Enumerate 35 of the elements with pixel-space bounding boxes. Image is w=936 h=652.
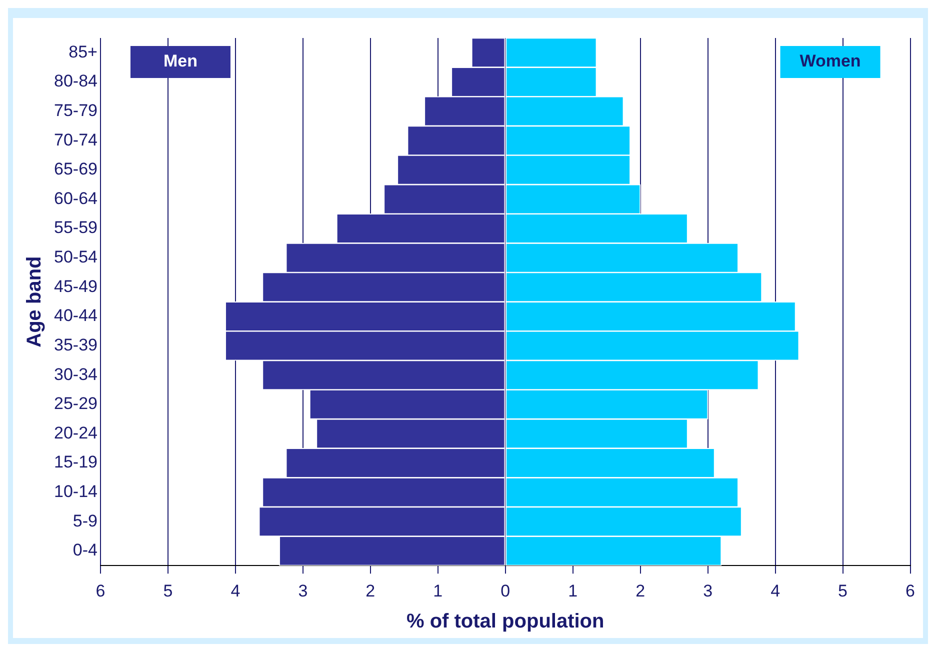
y-tick-label: 5-9 bbox=[72, 511, 98, 530]
y-tick-label: 30-34 bbox=[54, 364, 98, 384]
x-tick-label: 6 bbox=[96, 581, 106, 600]
x-tick-label: 0 bbox=[500, 581, 510, 600]
y-tick-label: 40-44 bbox=[54, 306, 98, 326]
x-tick-label: 4 bbox=[770, 581, 780, 600]
y-tick-label: 15-19 bbox=[54, 452, 98, 472]
y-tick-label: 65-69 bbox=[54, 160, 98, 179]
x-tick-label: 1 bbox=[568, 581, 578, 600]
x-tick-label: 4 bbox=[230, 581, 240, 600]
x-tick-label: 5 bbox=[163, 581, 173, 600]
y-tick-label: 50-54 bbox=[54, 248, 98, 267]
y-tick-label: 60-64 bbox=[54, 188, 98, 208]
x-tick-label: 3 bbox=[703, 581, 713, 600]
y-tick-label: 45-49 bbox=[54, 276, 98, 296]
x-tick-label: 2 bbox=[636, 581, 646, 600]
x-tick-label: 2 bbox=[366, 581, 376, 600]
y-tick-label: 75-79 bbox=[54, 100, 98, 120]
x-tick-label: 1 bbox=[433, 581, 443, 600]
y-tick-label: 20-24 bbox=[54, 423, 98, 442]
x-tick-label: 3 bbox=[298, 581, 308, 600]
y-tick-label: 70-74 bbox=[54, 130, 98, 150]
y-tick-label: 55-59 bbox=[54, 218, 98, 238]
x-tick-label: 5 bbox=[838, 581, 848, 600]
y-tick-label: 10-14 bbox=[54, 482, 98, 502]
x-axis-title: % of total population bbox=[406, 610, 604, 633]
y-tick-label: 80-84 bbox=[54, 72, 98, 91]
y-tick-label: 0-4 bbox=[72, 540, 98, 560]
text: Men bbox=[163, 52, 198, 71]
x-tick-label: 6 bbox=[906, 581, 916, 600]
text: Women bbox=[800, 52, 861, 71]
y-axis-title: Age band bbox=[24, 256, 46, 348]
y-tick-label: 85+ bbox=[68, 42, 98, 62]
y-tick-label: 35-39 bbox=[54, 335, 98, 354]
y-tick-label: 25-29 bbox=[54, 394, 98, 414]
